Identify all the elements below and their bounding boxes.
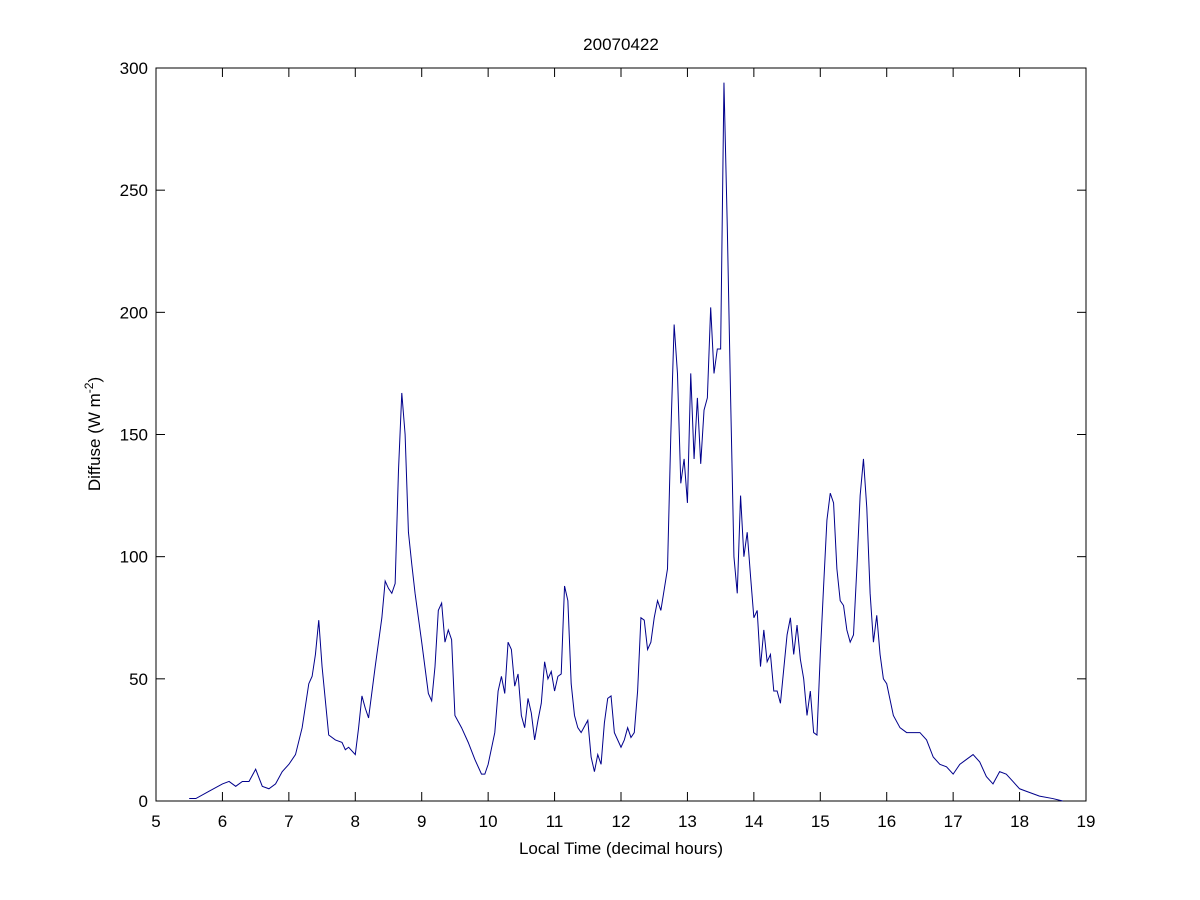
x-axis-label: Local Time (decimal hours) <box>519 839 723 858</box>
y-tick-label: 100 <box>120 548 148 567</box>
x-tick-label: 16 <box>877 812 896 831</box>
y-tick-label: 250 <box>120 181 148 200</box>
x-tick-label: 11 <box>546 812 564 831</box>
x-tick-label: 12 <box>612 812 631 831</box>
x-tick-label: 19 <box>1077 812 1096 831</box>
x-tick-label: 6 <box>218 812 227 831</box>
y-tick-label: 150 <box>120 426 148 445</box>
y-tick-label: 300 <box>120 59 148 78</box>
chart-title: 20070422 <box>583 35 659 54</box>
y-label-sup: -2 <box>82 382 96 393</box>
y-label-text: Diffuse (W m <box>85 393 104 491</box>
x-tick-label: 5 <box>151 812 160 831</box>
y-tick-label: 200 <box>120 303 148 322</box>
x-tick-label: 10 <box>479 812 498 831</box>
plot-area <box>155 67 1087 802</box>
y-label-end: ) <box>85 377 104 383</box>
y-tick-label: 0 <box>139 792 148 811</box>
x-tick-label: 17 <box>944 812 963 831</box>
x-tick-label: 8 <box>351 812 360 831</box>
x-tick-label: 14 <box>744 812 763 831</box>
data-line <box>189 82 1063 802</box>
x-tick-label: 7 <box>284 812 293 831</box>
y-tick-label: 50 <box>129 670 148 689</box>
x-tick-label: 9 <box>417 812 426 831</box>
x-tick-label: 15 <box>811 812 830 831</box>
x-tick-label: 13 <box>678 812 697 831</box>
y-axis-label: Diffuse (W m-2) <box>82 377 104 491</box>
x-tick-label: 18 <box>1010 812 1029 831</box>
